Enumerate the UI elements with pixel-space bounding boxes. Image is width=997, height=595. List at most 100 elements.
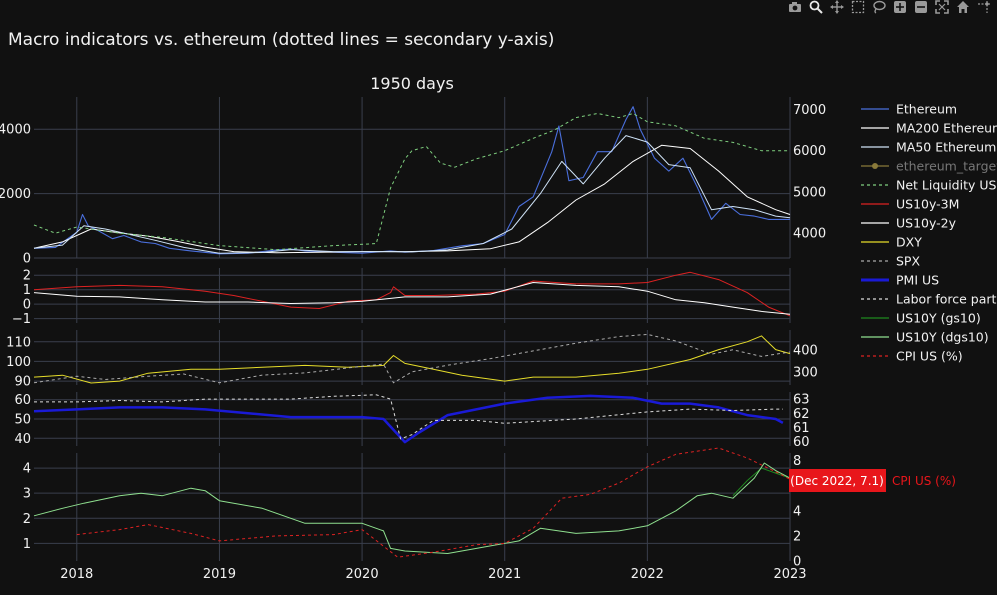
tooltip-box [789,469,886,492]
y-tick-label: 90 [14,375,31,390]
series-line-pmi-us [33,394,784,444]
autoscale-icon[interactable] [935,0,949,14]
chart-subtitle: 1950 days [370,74,454,93]
series-line-net-liquidity-us [33,113,790,251]
series-line-us10y-3m [33,271,791,317]
y2-tick-label: 4000 [793,227,826,242]
modebar [788,0,991,16]
x-tick-label: 2023 [773,567,806,582]
y2-tick-label: 4 [793,504,801,519]
legend-label: MA50 Ethereum [896,140,996,155]
legend-label: Net Liquidity US [896,178,997,193]
legend-item[interactable]: Ethereum [861,102,957,117]
y-tick-label: 2 [23,512,31,527]
tooltip-series: CPI US (%) [892,474,956,488]
y-tick-label: 1 [23,537,31,552]
y2-tick-label: 60 [793,435,810,450]
x-tick-label: 2019 [203,567,236,582]
plot-panels: 0200040004000500060007000−10129010011030… [0,97,826,570]
hover-tooltip: (Dec 2022, 7.1) CPI US (%) [789,469,956,492]
legend-item[interactable]: CPI US (%) [861,349,963,364]
y2-tick-label: 400 [793,343,818,358]
legend-item[interactable]: MA50 Ethereum [861,140,996,155]
legend-label: US10y-3M [896,197,959,212]
legend-label: DXY [896,235,922,250]
x-tick-label: 2021 [488,567,521,582]
series-line-labor-force-part [34,394,783,440]
y-tick-label: 2000 [0,187,31,202]
y-tick-label: 2 [23,269,31,284]
legend-label: MA200 Ethereum [896,121,997,136]
zoom-out-icon[interactable] [914,0,928,14]
legend-label: PMI US [896,273,939,288]
chart-title: Macro indicators vs. ethereum (dotted li… [8,30,554,50]
x-tick-label: 2018 [60,567,93,582]
x-axis: 2018 2019 2020 2021 2022 2023 [60,567,806,582]
legend-item[interactable]: US10y-2y [861,216,957,231]
x-tick-label: 2020 [346,567,379,582]
y2-tick-label: 2 [793,529,801,544]
tooltip-value: (Dec 2022, 7.1) [790,474,884,488]
series-line-us10y-2y [33,282,791,315]
legend-item[interactable]: US10Y (gs10) [861,311,981,326]
series-line-cpi-us- [76,447,791,558]
series-line-ma200-ethereum [33,144,791,254]
legend-item[interactable]: US10y-3M [861,197,959,212]
y-tick-label: 50 [14,413,31,428]
y2-tick-label: 61 [793,421,810,436]
legend-item[interactable]: MA200 Ethereum [861,121,997,136]
panel-dxy: 90 100 110 300 400 [6,330,818,390]
lasso-icon[interactable] [872,0,886,14]
legend-item[interactable]: Labor force part [861,292,997,307]
zoom-in-icon[interactable] [893,0,907,14]
pan-icon[interactable] [830,0,844,14]
legend-label: Ethereum [896,102,957,117]
y2-tick-label: 0 [793,555,801,570]
y2-tick-label: 62 [793,407,810,422]
y-tick-label: 40 [14,432,31,447]
y-tick-label: 0 [23,298,31,313]
series-line-us10y-dgs10- [33,462,791,554]
legend-item[interactable]: DXY [861,235,922,250]
zoom-icon[interactable] [809,0,823,14]
x-tick-label: 2022 [631,567,664,582]
y2-tick-label: 300 [793,365,818,380]
y-tick-label: 1 [23,283,31,298]
y-tick-label: 60 [14,393,31,408]
legend-label: Labor force part [896,292,997,307]
legend-item[interactable]: PMI US [861,273,939,288]
legend-label: CPI US (%) [896,349,963,364]
series-line-ma50-ethereum [33,135,791,254]
camera-icon[interactable] [788,0,802,14]
legend-marker [872,163,878,169]
y-tick-label: 100 [6,355,31,370]
legend: Ethereum MA200 Ethereum MA50 Ethereum ether… [861,102,997,364]
y-tick-label: 4000 [0,123,31,138]
legend-item[interactable]: SPX [861,254,920,269]
legend-item[interactable]: Net Liquidity US [861,178,997,193]
y2-tick-label: 5000 [793,185,826,200]
y2-tick-label: 63 [793,393,810,408]
legend-label: US10Y (gs10) [896,311,981,326]
y-tick-label: 110 [6,335,31,350]
y-tick-label: 0 [23,252,31,267]
y2-tick-label: 6 [793,479,801,494]
legend-item[interactable]: US10Y (dgs10) [861,330,989,345]
panel-yields: 1 2 3 4 0 2 4 6 8 [23,447,801,570]
y-tick-label: 3 [23,487,31,502]
legend-item[interactable]: ethereum_target [861,159,997,174]
y2-tick-label: 6000 [793,144,826,159]
legend-label: US10y-2y [896,216,957,231]
series-line-spx [33,333,791,384]
legend-label: SPX [896,254,920,269]
spike-lines-icon[interactable] [977,0,991,14]
y2-tick-label: 7000 [793,103,826,118]
y-tick-label: 4 [23,462,31,477]
reset-axes-icon[interactable] [956,0,970,14]
y2-tick-label: 8 [793,454,801,469]
panel-ethereum: 0 2000 4000 4000 5000 6000 7000 [0,97,826,267]
box-select-icon[interactable] [851,0,865,14]
